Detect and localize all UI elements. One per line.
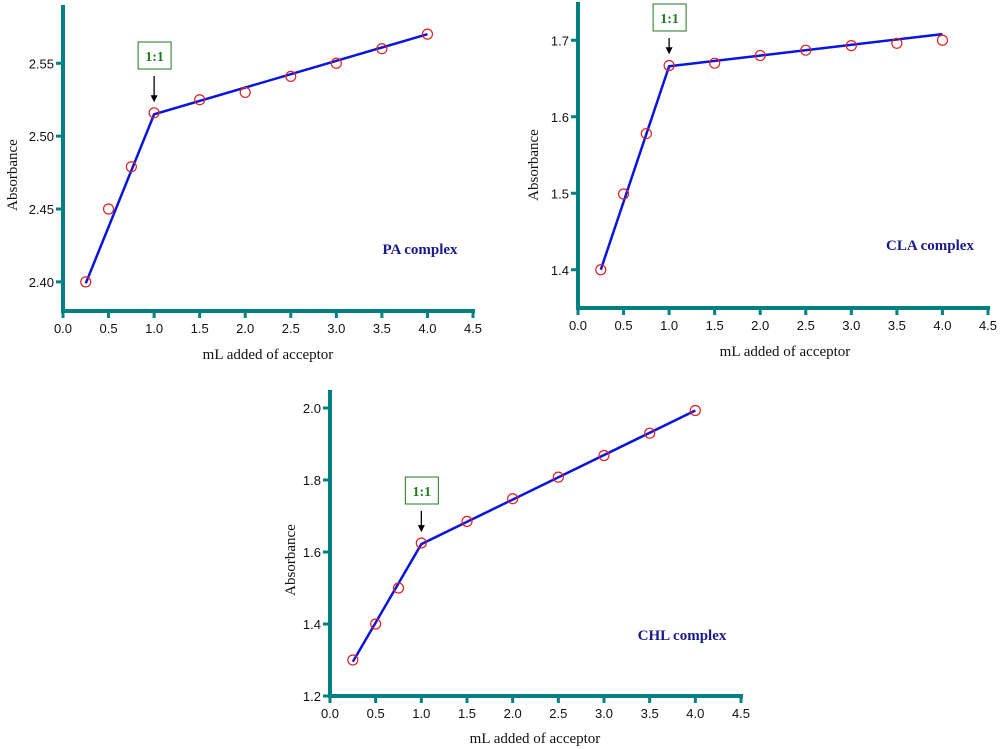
x-tick-label: 0.5 (100, 321, 118, 336)
y-axis-title: Absorbance (283, 524, 299, 596)
data-point (936, 34, 949, 46)
fit-line (84, 32, 428, 284)
data-point (285, 70, 297, 83)
x-axis-title: mL added of acceptor (720, 344, 851, 360)
data-point (330, 57, 342, 69)
data-point (709, 57, 721, 69)
data-point (194, 94, 206, 106)
data-point (891, 37, 903, 49)
x-axis-title: mL added of acceptor (470, 731, 601, 747)
data-point (552, 471, 564, 483)
data-point (421, 28, 434, 40)
arrow-head-icon (665, 47, 673, 55)
x-tick-label: 0.5 (615, 318, 633, 333)
y-tick-label: 2.55 (29, 56, 54, 71)
y-tick-label: 1.7 (551, 33, 569, 48)
x-axis-title: mL added of acceptor (203, 347, 334, 363)
x-tick-label: 0.0 (321, 706, 339, 721)
x-tick-label: 4.0 (418, 321, 436, 336)
x-tick-label: 1.0 (412, 706, 430, 721)
x-tick-label: 0.5 (367, 706, 385, 721)
x-tick-label: 3.5 (888, 318, 906, 333)
x-tick-label: 2.5 (797, 318, 815, 333)
y-tick-label: 2.40 (29, 275, 54, 290)
y-tick-label: 1.5 (551, 186, 569, 201)
data-point (598, 449, 610, 462)
fit-line (599, 32, 943, 271)
data-point (689, 404, 701, 417)
x-tick-label: 1.0 (660, 318, 678, 333)
data-point (507, 493, 519, 505)
y-tick-label: 2.50 (29, 129, 54, 144)
x-tick-label: 1.0 (145, 321, 163, 336)
data-point (595, 264, 607, 276)
x-tick-label: 2.0 (751, 318, 769, 333)
arrow-head-icon (150, 95, 158, 103)
data-point (148, 107, 160, 119)
annotation-label: 1:1 (145, 50, 164, 65)
data-point (754, 49, 766, 62)
data-point (347, 654, 359, 666)
y-axis-title: Absorbance (526, 129, 542, 201)
data-point (102, 203, 115, 215)
x-tick-label: 2.5 (549, 706, 567, 721)
y-tick-label: 2.0 (303, 401, 321, 416)
x-tick-label: 4.0 (686, 706, 704, 721)
y-tick-label: 1.4 (551, 263, 569, 278)
x-tick-label: 3.0 (327, 321, 345, 336)
y-tick-label: 1.6 (303, 545, 321, 560)
y-tick-label: 1.6 (551, 110, 569, 125)
x-tick-label: 3.5 (641, 706, 659, 721)
data-point (392, 582, 405, 594)
complex-label: CLA complex (886, 238, 974, 254)
x-tick-label: 1.5 (191, 321, 209, 336)
data-point (617, 188, 630, 200)
data-point (370, 618, 382, 630)
x-tick-label: 2.0 (504, 706, 522, 721)
annotation-label: 1:1 (412, 485, 431, 500)
y-tick-label: 2.45 (29, 202, 54, 217)
data-point (644, 427, 656, 439)
arrow-head-icon (417, 525, 425, 533)
chart-panel-1: 0.0 0.5 1.0 1.5 2.0 2.5 3.0 3.5 4.0 4.5 2.40 2.45 2.… (5, 5, 482, 363)
y-tick-label: 1.8 (303, 473, 321, 488)
data-point (415, 537, 427, 549)
data-point (80, 276, 92, 288)
x-tick-label: 4.0 (933, 318, 951, 333)
chart-panel-2: 0.0 0.5 1.0 1.5 2.0 2.5 3.0 3.5 4.0 4.5 1.4 1.5 1.6 1… (526, 2, 997, 360)
x-tick-label: 3.5 (373, 321, 391, 336)
y-tick-label: 1.4 (303, 617, 321, 632)
annotation-box (137, 41, 172, 70)
x-tick-label: 0.0 (569, 318, 587, 333)
x-tick-label: 1.5 (706, 318, 724, 333)
x-tick-label: 4.5 (979, 318, 997, 333)
complex-label: CHL complex (638, 628, 727, 644)
x-tick-label: 3.0 (842, 318, 860, 333)
x-tick-label: 2.0 (236, 321, 254, 336)
x-tick-label: 4.5 (732, 706, 750, 721)
annotation-box (404, 476, 439, 505)
y-tick-label: 1.2 (303, 689, 321, 704)
x-tick-label: 4.5 (464, 321, 482, 336)
fit-line (351, 409, 696, 663)
data-point (663, 59, 675, 72)
annotation-box (652, 3, 687, 32)
y-axis-title: Absorbance (5, 139, 21, 211)
complex-label: PA complex (382, 242, 458, 258)
data-point (845, 40, 857, 52)
data-point (461, 515, 473, 528)
data-point (800, 44, 812, 56)
data-point (239, 86, 251, 99)
data-point (125, 161, 137, 173)
x-tick-label: 1.5 (458, 706, 476, 721)
chart-panel-3: 0.0 0.5 1.0 1.5 2.0 2.5 3.0 3.5 4.0 4.5 1.2 1.4 1.6 1… (283, 390, 750, 747)
data-point (376, 43, 388, 55)
x-tick-label: 3.0 (595, 706, 613, 721)
data-point (640, 127, 652, 140)
annotation-label: 1:1 (660, 12, 679, 27)
x-tick-label: 2.5 (282, 321, 300, 336)
x-tick-label: 0.0 (54, 321, 72, 336)
